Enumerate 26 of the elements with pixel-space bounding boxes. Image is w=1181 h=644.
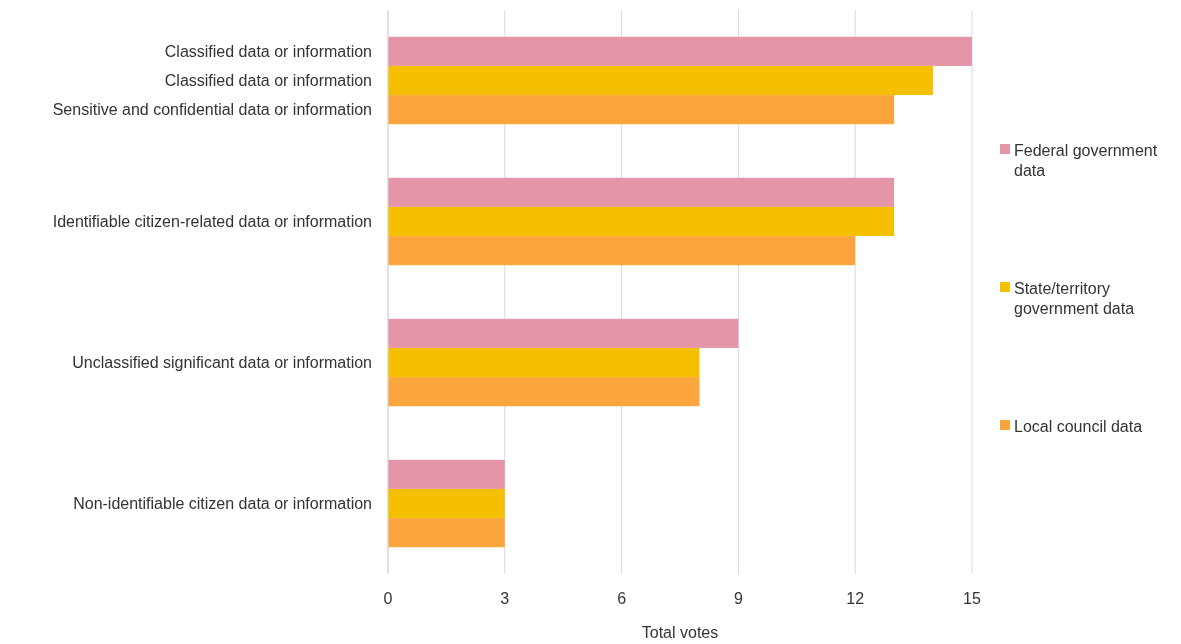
bar bbox=[388, 518, 505, 548]
legend-label: Local council data bbox=[1014, 417, 1143, 435]
x-tick-label: 0 bbox=[383, 590, 393, 607]
bar bbox=[388, 177, 895, 207]
bar bbox=[388, 95, 895, 125]
x-tick-label: 12 bbox=[846, 590, 865, 607]
y-tick-label: Unclassified significant data or information bbox=[72, 354, 372, 372]
x-tick-label: 3 bbox=[500, 590, 510, 607]
bar bbox=[388, 488, 505, 519]
y-tick-label: Classified data or information Classified data or information Sensitive and confidential data or information bbox=[52, 42, 372, 119]
bar bbox=[388, 347, 700, 378]
legend-label: Federal government data bbox=[1014, 141, 1158, 179]
x-axis-title: Total votes bbox=[641, 624, 719, 641]
x-tick-label: 15 bbox=[963, 590, 981, 607]
bar bbox=[388, 377, 700, 407]
bar bbox=[388, 318, 739, 348]
bar bbox=[388, 36, 972, 66]
bar bbox=[388, 206, 895, 237]
legend-label: State/territory government data bbox=[1014, 279, 1135, 317]
y-tick-label: Identifiable citizen-related data or information bbox=[52, 213, 372, 231]
x-tick-label: 9 bbox=[733, 590, 743, 607]
y-tick-label: Non-identifiable citizen data or information bbox=[73, 495, 372, 513]
x-tick-label: 6 bbox=[617, 590, 627, 607]
bar bbox=[388, 236, 856, 266]
bar bbox=[388, 65, 934, 96]
bar bbox=[388, 459, 505, 489]
